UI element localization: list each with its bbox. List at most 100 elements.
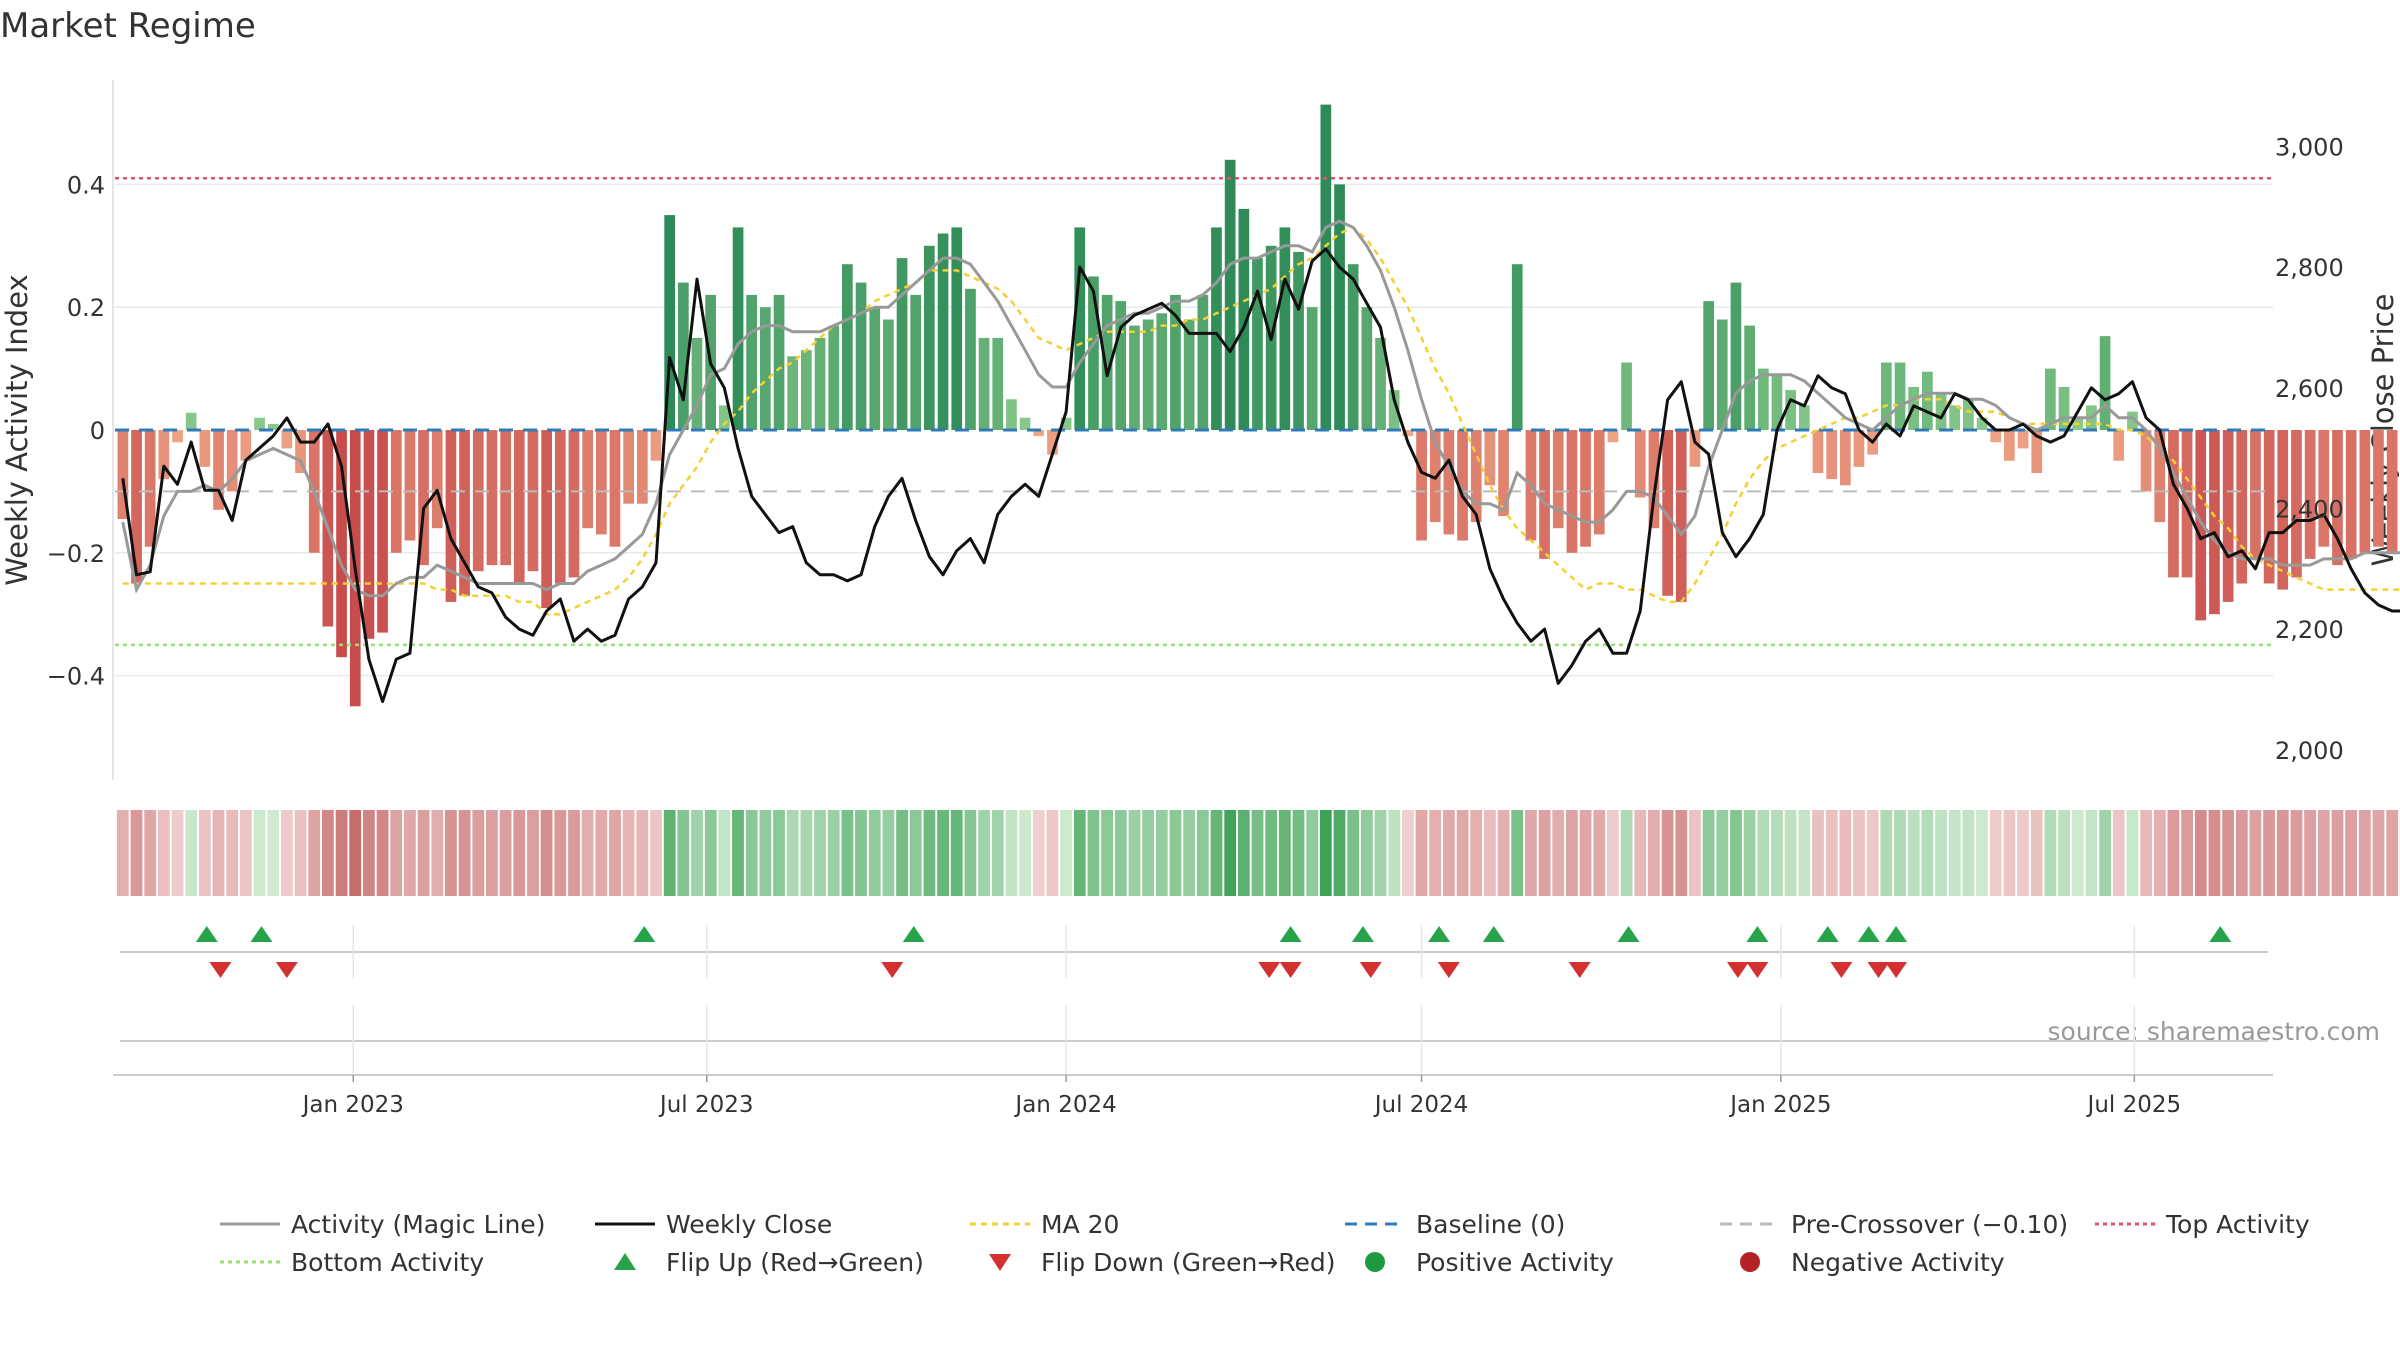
flip-up-marker (903, 926, 925, 942)
regime-strip-cell (2359, 810, 2371, 896)
activity-bar (746, 295, 757, 430)
flip-down-marker (1727, 962, 1749, 978)
regime-strip-cell (869, 810, 881, 896)
regime-strip-cell (623, 810, 635, 896)
activity-bar (1252, 258, 1263, 430)
activity-bar (145, 430, 156, 547)
regime-strip-cell (910, 810, 922, 896)
regime-strip-cell (1142, 810, 1154, 896)
regime-strip-cell (2386, 810, 2398, 896)
regime-strip-cell (828, 810, 840, 896)
x-tick-label: Jan 2025 (1728, 1092, 1831, 1118)
activity-bar (2373, 430, 2384, 547)
legend-label: Pre-Crossover (−0.10) (1791, 1210, 2068, 1239)
activity-bar (1676, 430, 1687, 602)
flip-up-marker (1428, 926, 1450, 942)
regime-strip-cell (2058, 810, 2070, 896)
legend-item: Top Activity (2095, 1210, 2310, 1239)
regime-strip-cell (1771, 810, 1783, 896)
regime-strip-cell (500, 810, 512, 896)
activity-bar (801, 350, 812, 430)
flip-up-marker (1618, 926, 1640, 942)
legend-item: Flip Up (Red→Green) (614, 1248, 924, 1277)
regime-strip-cell (1279, 810, 1291, 896)
regime-strip-cell (650, 810, 662, 896)
regime-strip-cell (2086, 810, 2098, 896)
regime-strip-cell (2236, 810, 2248, 896)
regime-strip-cell (322, 810, 334, 896)
regime-strip-cell (1293, 810, 1305, 896)
regime-strip-cell (2140, 810, 2152, 896)
activity-bar (1444, 430, 1455, 534)
regime-strip-cell (1730, 810, 1742, 896)
activity-bar (883, 320, 894, 431)
activity-bar (733, 227, 744, 430)
regime-strip-cell (1088, 810, 1100, 896)
y-tick-label-right: 2,600 (2275, 375, 2344, 403)
regime-strip-cell (445, 810, 457, 896)
regime-strip-cell (1675, 810, 1687, 896)
y-tick-label-right: 3,000 (2275, 133, 2344, 161)
legend-item: Positive Activity (1365, 1248, 1614, 1277)
regime-strip-cell (281, 810, 293, 896)
y-tick-label-right: 2,200 (2275, 616, 2344, 644)
regime-strip-cell (705, 810, 717, 896)
regime-strip-cell (336, 810, 348, 896)
activity-bar (1074, 227, 1085, 430)
flip-down-marker (1569, 962, 1591, 978)
legend-label: Flip Up (Red→Green) (666, 1248, 924, 1277)
activity-bar (569, 430, 580, 577)
activity-bar (514, 430, 525, 584)
flip-up-marker (1885, 926, 1907, 942)
y-tick-label-right: 2,800 (2275, 254, 2344, 282)
legend-item: Baseline (0) (1345, 1210, 1565, 1239)
activity-bar (528, 430, 539, 571)
activity-bar (1799, 405, 1810, 430)
activity-bar (856, 283, 867, 430)
activity-bar (1198, 295, 1209, 430)
activity-bar (2018, 430, 2029, 448)
regime-strip-cell (1511, 810, 1523, 896)
y-tick-label: 0.2 (67, 294, 105, 322)
flip-down-marker (1360, 962, 1382, 978)
regime-strip-cell (1019, 810, 1031, 896)
flip-down-marker (1438, 962, 1460, 978)
activity-bar (1156, 313, 1167, 430)
activity-bar (1184, 320, 1195, 431)
regime-strip-cell (1347, 810, 1359, 896)
flip-down-marker (1868, 962, 1890, 978)
activity-bar (637, 430, 648, 504)
activity-bar (1020, 418, 1031, 430)
legend-label: Bottom Activity (291, 1248, 484, 1277)
regime-strip-cell (1908, 810, 1920, 896)
activity-bar (1143, 320, 1154, 431)
regime-strip-cell (1334, 810, 1346, 896)
activity-bar (692, 338, 703, 430)
regime-strip-layer (117, 810, 2400, 896)
activity-bar (2305, 430, 2316, 559)
legend-item: Weekly Close (595, 1210, 832, 1239)
activity-bar (1512, 264, 1523, 430)
regime-strip-cell (144, 810, 156, 896)
activity-bar (1813, 430, 1824, 473)
regime-strip-cell (1826, 810, 1838, 896)
regime-strip-cell (1470, 810, 1482, 896)
regime-strip-cell (1867, 810, 1879, 896)
regime-strip-cell (1580, 810, 1592, 896)
regime-strip-cell (787, 810, 799, 896)
regime-strip-cell (2291, 810, 2303, 896)
regime-strip-cell (1498, 810, 1510, 896)
regime-strip-cell (595, 810, 607, 896)
activity-bar (623, 430, 634, 504)
regime-strip-cell (513, 810, 525, 896)
regime-strip-cell (1976, 810, 1988, 896)
regime-strip-cell (2345, 810, 2357, 896)
legend-item: Flip Down (Green→Red) (989, 1248, 1336, 1277)
activity-bar (992, 338, 1003, 430)
activity-bar (200, 430, 211, 467)
legend-label: Top Activity (2165, 1210, 2310, 1239)
y-tick-label: 0.4 (67, 171, 105, 199)
regime-strip-cell (349, 810, 361, 896)
regime-strip-cell (1894, 810, 1906, 896)
